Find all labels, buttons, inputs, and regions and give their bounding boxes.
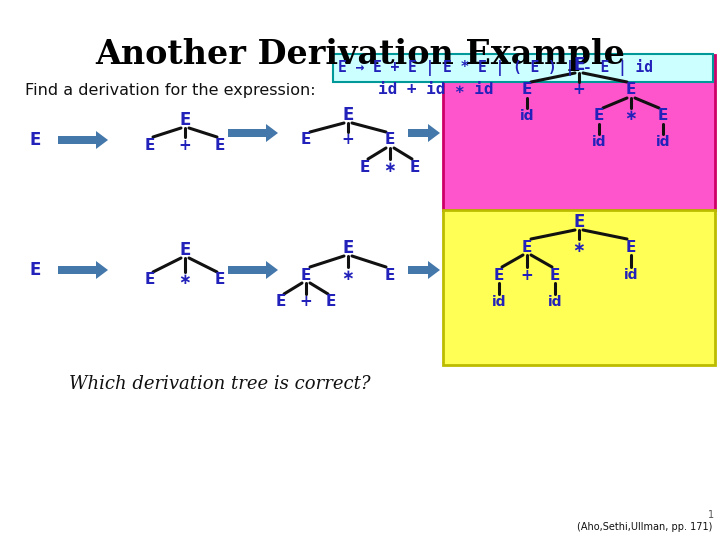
Text: Find a derivation for the expression:: Find a derivation for the expression:: [25, 83, 315, 98]
Text: E: E: [342, 239, 354, 257]
Text: E: E: [215, 273, 225, 287]
Text: E: E: [179, 111, 191, 129]
Text: E: E: [384, 267, 395, 282]
Text: E: E: [658, 109, 668, 124]
Text: E: E: [215, 138, 225, 152]
Text: id: id: [548, 295, 562, 309]
Text: +: +: [572, 83, 585, 98]
Text: (Aho,Sethi,Ullman, pp. 171): (Aho,Sethi,Ullman, pp. 171): [577, 522, 712, 532]
Text: id: id: [592, 135, 606, 149]
Text: E: E: [301, 132, 311, 147]
Text: E: E: [626, 240, 636, 254]
Text: id: id: [520, 109, 534, 123]
Text: E: E: [276, 294, 286, 309]
FancyBboxPatch shape: [443, 210, 715, 365]
Text: E: E: [550, 267, 560, 282]
Text: E: E: [342, 106, 354, 124]
Text: ∗: ∗: [625, 109, 637, 124]
Text: E → E + E | E * E | ( E ) | - E | id: E → E + E | E * E | ( E ) | - E | id: [338, 59, 653, 77]
Text: +: +: [341, 132, 354, 147]
Text: E: E: [522, 83, 532, 98]
Text: E: E: [301, 267, 311, 282]
FancyArrow shape: [228, 124, 278, 142]
Text: E: E: [410, 159, 420, 174]
Text: E: E: [145, 273, 156, 287]
Text: Another Derivation Example: Another Derivation Example: [95, 38, 625, 71]
Text: E: E: [573, 56, 585, 74]
Text: E: E: [384, 132, 395, 147]
Text: +: +: [179, 138, 192, 152]
FancyBboxPatch shape: [333, 54, 713, 82]
Text: E: E: [179, 241, 191, 259]
Text: id: id: [656, 135, 670, 149]
Text: id: id: [624, 268, 638, 282]
Text: id: id: [492, 295, 506, 309]
Text: +: +: [521, 267, 534, 282]
Text: id + id ∗ id: id + id ∗ id: [378, 83, 493, 98]
Text: ∗: ∗: [384, 159, 397, 174]
FancyArrow shape: [408, 124, 440, 142]
Text: ∗: ∗: [179, 273, 192, 287]
Text: E: E: [494, 267, 504, 282]
Text: E: E: [326, 294, 336, 309]
FancyArrow shape: [58, 131, 108, 149]
Text: E: E: [30, 261, 41, 279]
Text: ∗: ∗: [572, 240, 585, 254]
FancyArrow shape: [228, 261, 278, 279]
Text: E: E: [30, 131, 41, 149]
FancyArrow shape: [58, 261, 108, 279]
Text: E: E: [594, 109, 604, 124]
Text: 1: 1: [708, 510, 714, 520]
Text: E: E: [145, 138, 156, 152]
Text: +: +: [300, 294, 312, 309]
Text: E: E: [360, 159, 370, 174]
FancyArrow shape: [408, 261, 440, 279]
Text: E: E: [626, 83, 636, 98]
FancyBboxPatch shape: [443, 55, 715, 210]
Text: ∗: ∗: [341, 267, 354, 282]
Text: Which derivation tree is correct?: Which derivation tree is correct?: [69, 375, 371, 393]
Text: E: E: [522, 240, 532, 254]
Text: E: E: [573, 213, 585, 231]
